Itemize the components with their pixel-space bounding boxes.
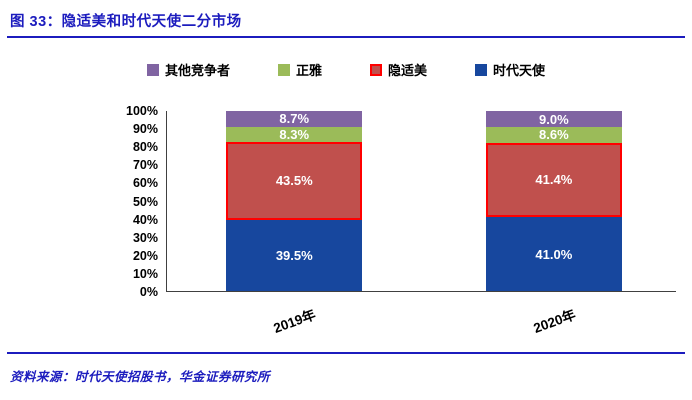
- bar-segment: 41.0%: [485, 217, 622, 291]
- x-tick-label: 2019年: [270, 306, 318, 336]
- legend-swatch-icon: [475, 63, 488, 76]
- data-label: 43.5%: [275, 173, 313, 189]
- legend-label: 其他竞争者: [164, 63, 230, 78]
- data-label: 41.0%: [535, 246, 573, 262]
- y-tick-label: 90%: [132, 122, 158, 137]
- bar-segment: 43.5%: [226, 141, 363, 220]
- stacked-bar-chart: 100% 90% 80% 70% 60% 50% 40% 30% 20% 10% 0% 39.5% 4…: [112, 104, 676, 299]
- y-tick-label: 30%: [132, 230, 158, 245]
- y-tick-label: 10%: [132, 266, 158, 281]
- y-tick-label: 60%: [132, 176, 158, 191]
- legend-item: 其他竞争者: [146, 60, 230, 79]
- y-tick-label: 50%: [132, 194, 158, 209]
- legend-item: 时代天使: [475, 60, 545, 79]
- plot-area: 39.5% 43.5% 8.3% 8.7% 41.0% 41.4% 8.6% 9.0%: [166, 111, 676, 292]
- y-tick-label: 70%: [132, 158, 158, 173]
- bar-segment: 8.3%: [226, 126, 363, 142]
- source-note: 资料来源：时代天使招股书，华金证券研究所: [10, 370, 271, 384]
- legend-label: 隐适美: [388, 63, 428, 78]
- bar-segment: 39.5%: [226, 219, 363, 291]
- data-label: 8.7%: [279, 111, 310, 127]
- figure-title: 图 33：隐适美和时代天使二分市场: [10, 14, 242, 30]
- data-label: 8.6%: [539, 127, 569, 143]
- y-tick-label: 40%: [132, 212, 158, 227]
- y-tick-label: 0%: [139, 285, 158, 299]
- legend-item: 正雅: [277, 60, 322, 79]
- y-tick-label: 80%: [132, 140, 158, 155]
- bar-segment: 9.0%: [485, 111, 622, 128]
- data-label: 41.4%: [535, 172, 573, 188]
- legend-swatch-icon: [370, 63, 382, 76]
- legend-swatch-icon: [146, 63, 159, 76]
- stacked-bar: 41.0% 41.4% 8.6% 9.0%: [485, 111, 622, 291]
- legend-label: 时代天使: [493, 63, 546, 78]
- y-axis: 100% 90% 80% 70% 60% 50% 40% 30% 20% 10% 0%: [112, 104, 166, 299]
- y-tick-label: 20%: [132, 248, 158, 263]
- bar-segment: 8.6%: [485, 127, 622, 143]
- y-tick-label: 100%: [126, 104, 158, 118]
- title-divider: [7, 36, 685, 38]
- bar-segment: 8.7%: [226, 111, 363, 127]
- data-label: 9.0%: [539, 111, 569, 127]
- legend-item: 隐适美: [370, 60, 427, 79]
- data-label: 8.3%: [279, 126, 310, 142]
- stacked-bar: 39.5% 43.5% 8.3% 8.7%: [226, 111, 363, 291]
- data-label: 39.5%: [275, 247, 313, 263]
- legend-label: 正雅: [295, 63, 322, 78]
- bar-segment: 41.4%: [485, 142, 622, 218]
- x-tick-label: 2020年: [531, 306, 578, 336]
- x-axis-labels: 2019年 2020年: [166, 300, 676, 352]
- source-divider: [7, 352, 685, 354]
- chart-legend: 其他竞争者 正雅 隐适美 时代天使: [0, 60, 692, 79]
- legend-swatch-icon: [277, 63, 290, 76]
